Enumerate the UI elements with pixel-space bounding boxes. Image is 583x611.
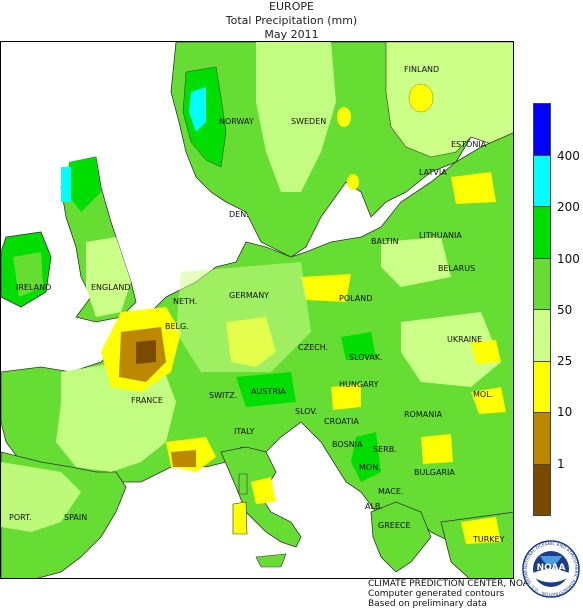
italy-south-yellow (251, 477, 276, 504)
map-title-variable: Total Precipitation (mm) (225, 14, 358, 27)
legend-tick-1: 1 (557, 457, 565, 471)
italy-brown (171, 450, 196, 467)
map-title-period: May 2011 (264, 28, 319, 41)
label-romania: ROMANIA (404, 410, 443, 419)
sweden-yellow-patch (337, 107, 351, 127)
poland-yellow (301, 274, 351, 302)
iberia-light-zone (1, 462, 81, 532)
label-belarus: BELARUS (438, 264, 475, 273)
hungary-yellow (331, 384, 361, 410)
legend-cell (533, 463, 551, 516)
label-norway: NORWAY (219, 117, 254, 126)
label-albania: ALB. (365, 502, 383, 511)
label-macedonia: MACE. (378, 487, 403, 496)
bosnia-wet (351, 432, 381, 482)
label-greece: GREECE (378, 521, 411, 530)
label-germany: GERMANY (229, 291, 269, 300)
label-sweden: SWEDEN (291, 117, 326, 126)
france-brown-dark (136, 340, 156, 364)
land-sardinia (232, 501, 248, 535)
label-baltin: BALTIN (371, 237, 399, 246)
scotland-wet (66, 157, 101, 212)
label-czech: CZECH. (298, 343, 328, 352)
label-latvia: LATVIA (419, 168, 447, 177)
precipitation-map: FINLAND NORWAY SWEDEN ESTONIA LATVIA DEN… (1, 42, 513, 578)
france-light-zone (56, 362, 176, 472)
austria-wet (236, 372, 296, 407)
romania-yellow (421, 434, 453, 464)
label-turkey: TURKEY (472, 535, 505, 544)
finland-yellow-patch (408, 83, 434, 113)
label-switzerland: SWITZ. (209, 391, 237, 400)
label-austria: AUSTRIA (251, 387, 286, 396)
land-sweden-light (256, 42, 336, 192)
credits-line-3: Based on preliminary data (368, 599, 487, 609)
baltic-light (381, 237, 451, 287)
legend-tick-10: 10 (557, 405, 573, 419)
label-ireland: IRELAND (16, 283, 51, 292)
gb-light-zone (86, 237, 131, 317)
moldova-yellow (471, 387, 506, 414)
land-norway-cyan (189, 87, 206, 132)
label-ukraine: UKRAINE (447, 335, 482, 344)
label-bosnia: BOSNIA (332, 440, 363, 449)
legend-tick-400: 400 (557, 149, 580, 163)
map-frame: FINLAND NORWAY SWEDEN ESTONIA LATVIA DEN… (0, 41, 514, 579)
label-croatia: CROATIA (324, 417, 359, 426)
ireland-inner (13, 252, 43, 297)
label-spain: SPAIN (64, 513, 87, 522)
label-montenegro: MON. (359, 463, 381, 472)
map-title-region: EUROPE (269, 0, 314, 13)
legend-cell (533, 257, 551, 310)
gotland-yellow (347, 174, 359, 190)
label-denmark: DEN. (229, 210, 249, 219)
label-finland: FINLAND (404, 65, 439, 74)
land-greece (370, 501, 432, 573)
legend-cell (533, 154, 551, 207)
label-poland: POLAND (339, 294, 372, 303)
legend-cell (533, 103, 551, 156)
legend-cell (533, 360, 551, 413)
legend-tick-25: 25 (557, 354, 573, 368)
credits-line-2: Computer generated contours (368, 589, 505, 599)
label-italy: ITALY (234, 427, 254, 436)
precipitation-legend (533, 103, 551, 516)
credits-line-1: CLIMATE PREDICTION CENTER, NOAA (368, 579, 536, 589)
label-belgium: BELG. (165, 322, 189, 331)
label-lithuania: LITHUANIA (419, 231, 462, 240)
legend-cell (533, 206, 551, 259)
label-serbia: SERB. (373, 445, 397, 454)
land-finland (385, 42, 513, 158)
noaa-logo-text: NOAA (537, 563, 566, 573)
legend-tick-50: 50 (557, 303, 573, 317)
ukraine-yellow (471, 340, 501, 364)
label-england: ENGLAND (91, 283, 131, 292)
label-bulgaria: BULGARIA (414, 468, 455, 477)
germany-light-zone (176, 262, 311, 372)
ukraine-light (401, 312, 501, 387)
land-corsica (238, 473, 248, 495)
legend-tick-100: 100 (557, 252, 580, 266)
noaa-logo: NATIONAL OCEANIC AND ATMOSPHERIC ADMINIS… (522, 540, 580, 598)
label-moldova: MOL. (473, 390, 493, 399)
credits: CLIMATE PREDICTION CENTER, NOAA Computer… (368, 579, 535, 609)
label-slovenia: SLOV. (295, 407, 317, 416)
label-netherlands: NETH. (173, 297, 197, 306)
land-sicily (255, 553, 287, 568)
legend-tick-200: 200 (557, 200, 580, 214)
scotland-cyan (61, 167, 71, 202)
estonia-yellow (451, 172, 496, 204)
legend-cell (533, 412, 551, 465)
country-labels: FINLAND NORWAY SWEDEN ESTONIA LATVIA DEN… (9, 65, 505, 544)
label-estonia: ESTONIA (451, 140, 487, 149)
label-france: FRANCE (131, 396, 163, 405)
label-hungary: HUNGARY (339, 380, 379, 389)
label-portugal: PORT. (9, 513, 32, 522)
turkey-yellow (461, 517, 501, 544)
label-slovakia: SLOVAK. (349, 353, 383, 362)
slovakia-wet (341, 332, 376, 360)
legend-cell (533, 309, 551, 362)
